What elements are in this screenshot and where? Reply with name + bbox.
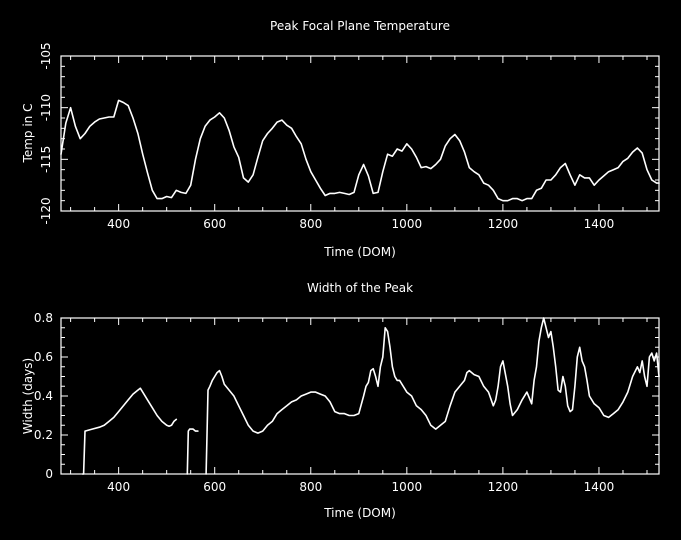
temperature-y-axis-label: Temp in C xyxy=(21,104,35,164)
x-tick-label: 800 xyxy=(299,480,322,494)
y-tick-label: -115 xyxy=(39,146,53,173)
series-line xyxy=(81,387,178,475)
y-tick-label: 0.2 xyxy=(34,428,53,442)
temperature-series xyxy=(60,99,660,202)
peak-width-panel: Width of the Peak 400 600 800 1000 1200 1400 … xyxy=(21,281,660,520)
peak-width-plot-frame xyxy=(60,317,660,475)
x-tick-label: 1000 xyxy=(392,217,423,231)
temperature-panel: Peak Focal Plane Temperature 400 600 800 10… xyxy=(21,19,660,259)
peak-width-y-ticks: 0 0.2 0.4 0.6 0.8 xyxy=(34,311,659,481)
peak-width-chart-title: Width of the Peak xyxy=(307,281,413,295)
y-tick-label: 0.6 xyxy=(34,350,53,364)
x-tick-label: 1000 xyxy=(392,480,423,494)
temperature-y-ticks: -120 -115 -110 -105 xyxy=(39,42,659,225)
x-tick-label: 1400 xyxy=(584,217,615,231)
y-tick-label: -120 xyxy=(39,197,53,224)
series-line xyxy=(205,317,660,475)
y-tick-label: 0 xyxy=(45,467,53,481)
series-line xyxy=(60,99,660,202)
y-tick-label: -105 xyxy=(39,42,53,69)
temperature-chart-title: Peak Focal Plane Temperature xyxy=(270,19,450,33)
y-tick-label: 0.4 xyxy=(34,389,53,403)
peak-width-y-axis-label: Width (days) xyxy=(21,358,35,434)
temperature-plot-frame xyxy=(60,55,660,212)
x-tick-label: 1200 xyxy=(488,217,519,231)
series-line xyxy=(186,428,199,475)
x-tick-label: 600 xyxy=(203,480,226,494)
peak-width-x-axis-label: Time (DOM) xyxy=(323,506,396,520)
x-tick-label: 800 xyxy=(299,217,322,231)
x-tick-label: 600 xyxy=(203,217,226,231)
peak-width-x-ticks: 400 600 800 1000 1200 1400 xyxy=(70,318,648,494)
x-tick-label: 1400 xyxy=(584,480,615,494)
temperature-x-axis-label: Time (DOM) xyxy=(323,245,396,259)
x-tick-label: 400 xyxy=(107,480,130,494)
x-tick-label: 400 xyxy=(107,217,130,231)
temperature-x-ticks: 400 600 800 1000 1200 1400 xyxy=(70,56,648,231)
peak-width-series xyxy=(81,317,660,475)
y-tick-label: -110 xyxy=(39,94,53,121)
x-tick-label: 1200 xyxy=(488,480,519,494)
y-tick-label: 0.8 xyxy=(34,311,53,325)
